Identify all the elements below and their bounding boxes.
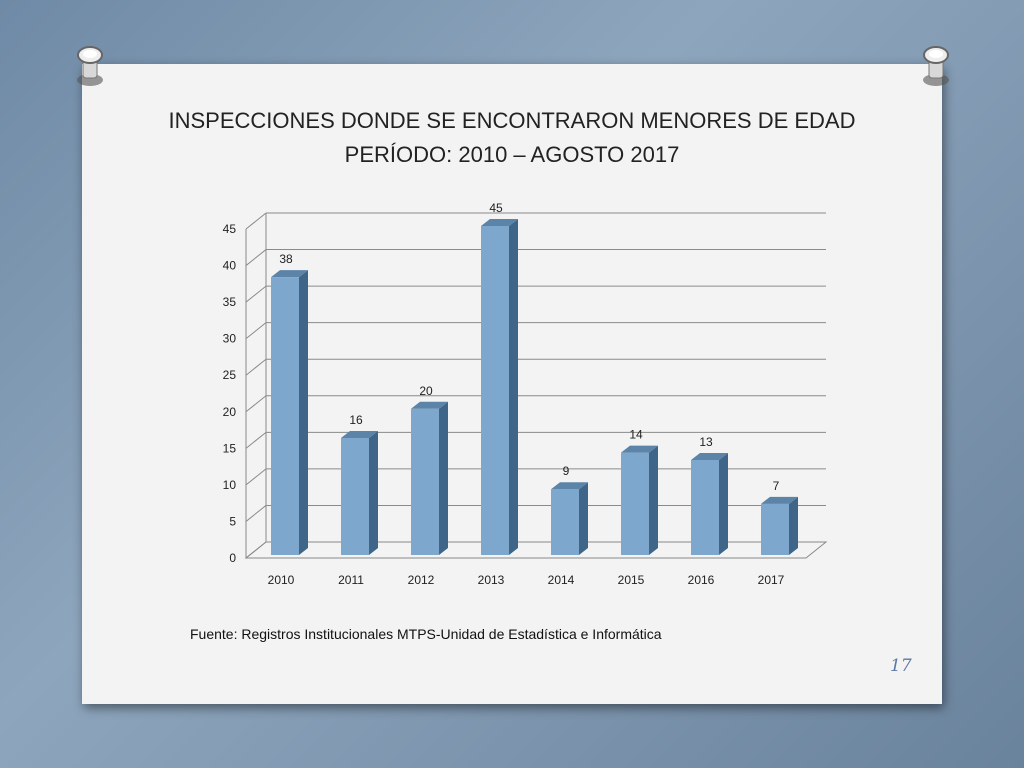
bar-side — [299, 270, 308, 555]
y-tick-label: 10 — [223, 478, 237, 492]
pin-icon — [77, 46, 103, 86]
gridline-side — [245, 212, 267, 230]
data-label: 20 — [419, 384, 433, 398]
bar-top — [551, 482, 588, 490]
data-label: 13 — [699, 435, 713, 449]
y-tick-label: 0 — [229, 551, 236, 565]
source-note: Fuente: Registros Institucionales MTPS-U… — [190, 626, 662, 642]
data-label: 45 — [489, 201, 503, 215]
bar-chart: 0 5 10 15 20 25 30 35 40 45 38 2010 16 2011 20 2012 45 20… — [223, 201, 828, 587]
bar-side — [719, 452, 728, 555]
y-tick-label: 5 — [229, 514, 236, 528]
pin-icon — [923, 46, 949, 86]
data-label: 14 — [629, 428, 643, 442]
bar — [341, 438, 369, 555]
x-tick-label: 2011 — [338, 573, 364, 587]
gridline-side — [245, 322, 267, 340]
title-line-1: INSPECCIONES DONDE SE ENCONTRARON MENORE… — [168, 108, 856, 133]
bar-side — [649, 445, 658, 555]
bar-top — [761, 496, 798, 504]
chart-floor — [244, 541, 828, 559]
data-label: 7 — [773, 479, 780, 493]
bar-top — [621, 445, 658, 453]
gridline-side — [245, 468, 267, 486]
gridline-side — [245, 395, 267, 413]
bar-side — [439, 401, 448, 555]
y-tick-label: 15 — [223, 441, 237, 455]
bar — [481, 226, 509, 555]
x-tick-label: 2017 — [758, 573, 785, 587]
slide: INSPECCIONES DONDE SE ENCONTRARON MENORE… — [82, 64, 942, 704]
x-tick-label: 2010 — [268, 573, 295, 587]
x-tick-label: 2013 — [478, 573, 505, 587]
y-tick-label: 45 — [223, 222, 237, 236]
bar-top — [691, 452, 728, 460]
gridline-side — [245, 431, 267, 449]
bar-side — [509, 219, 518, 555]
bar-side — [369, 431, 378, 555]
bar-side — [579, 482, 588, 555]
bar-top — [481, 219, 518, 226]
bar-side — [789, 496, 798, 555]
title-line-2: PERÍODO: 2010 – AGOSTO 2017 — [344, 142, 680, 167]
bar — [761, 503, 789, 555]
y-tick-label: 20 — [223, 405, 237, 419]
data-label: 38 — [279, 252, 293, 266]
bar-top — [341, 431, 378, 439]
y-tick-label: 30 — [223, 332, 237, 346]
data-label: 16 — [349, 413, 363, 427]
x-tick-label: 2016 — [688, 573, 715, 587]
gridline-side — [245, 285, 267, 303]
bar-top — [411, 401, 448, 409]
x-tick-label: 2014 — [548, 573, 575, 587]
gridline-side — [245, 505, 267, 522]
bar-top — [271, 270, 308, 278]
x-tick-label: 2012 — [408, 573, 435, 587]
bar — [621, 452, 649, 555]
x-tick-label: 2015 — [618, 573, 645, 587]
bar — [271, 277, 299, 555]
gridline-side — [245, 249, 267, 266]
data-label: 9 — [563, 464, 570, 478]
bar — [551, 489, 579, 555]
slide-title: INSPECCIONES DONDE SE ENCONTRARON MENORE… — [82, 104, 942, 172]
y-tick-label: 40 — [223, 259, 237, 273]
gridline-side — [245, 358, 267, 376]
bar — [411, 408, 439, 555]
page-number: 17 — [890, 656, 912, 676]
y-tick-label: 25 — [223, 368, 237, 382]
bar — [691, 459, 719, 555]
y-tick-label: 35 — [223, 295, 237, 309]
